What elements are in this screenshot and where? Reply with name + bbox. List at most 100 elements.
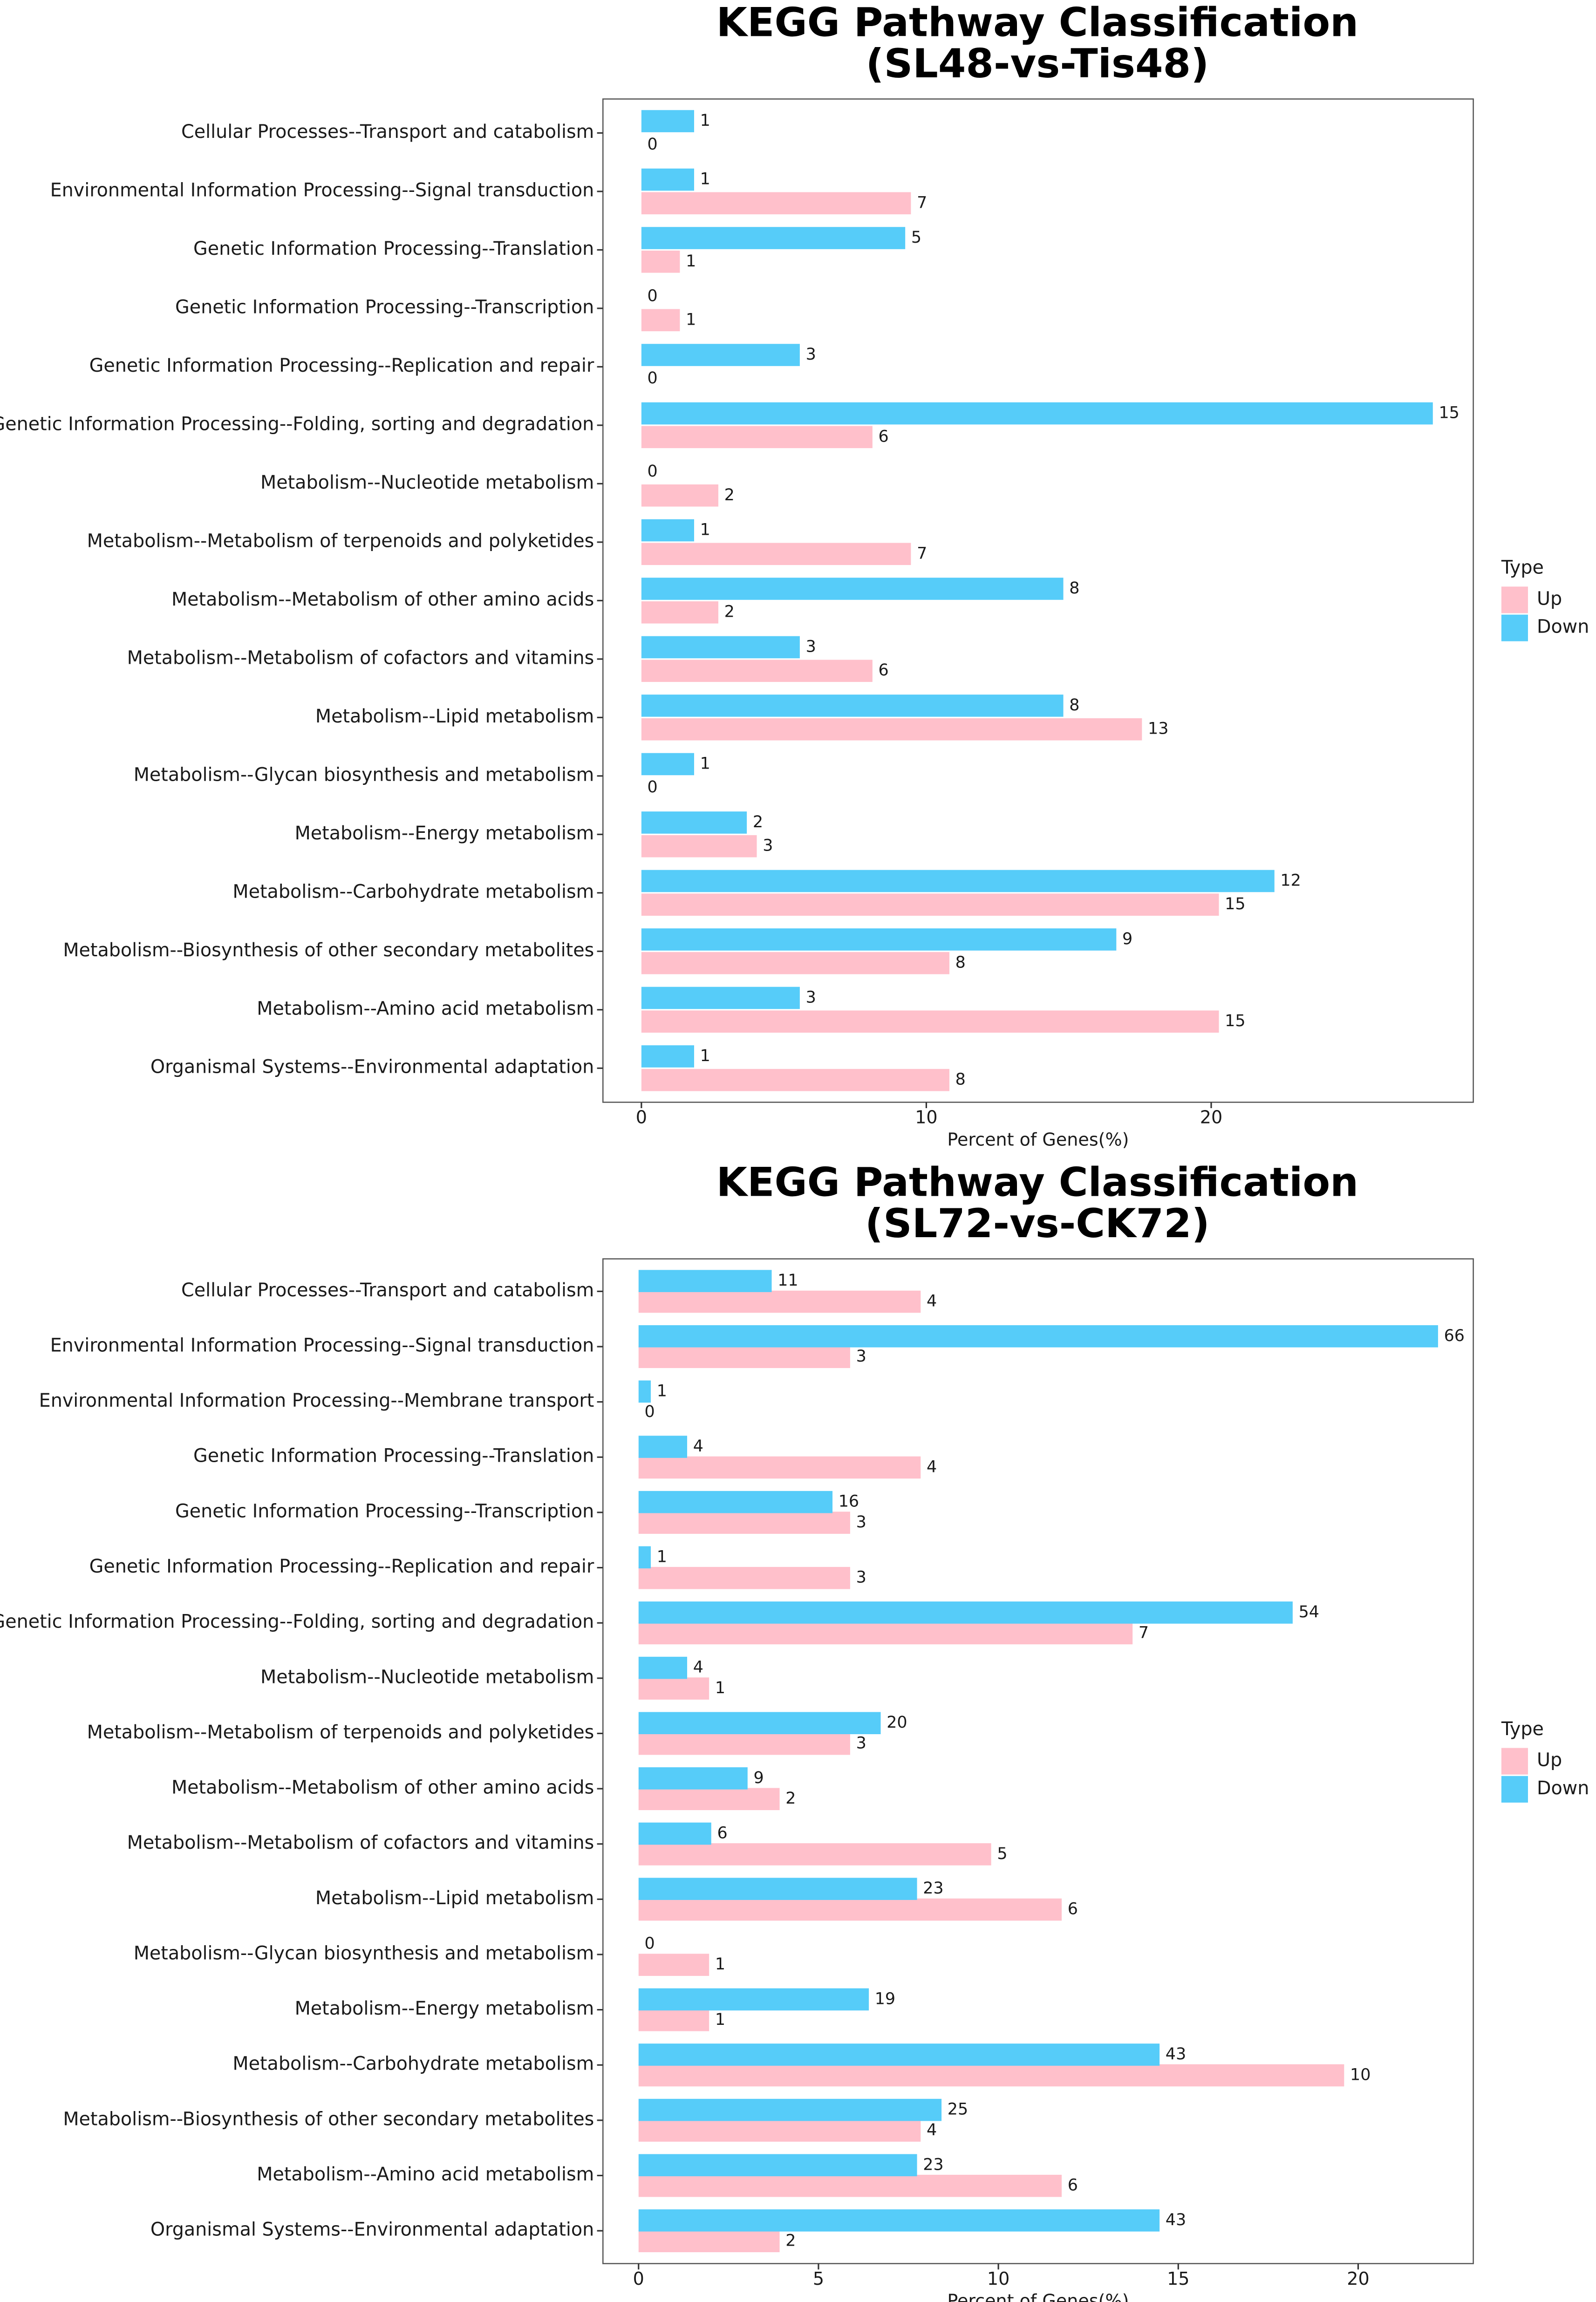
- bar-count-label: 3: [856, 1568, 866, 1587]
- bar-count-label: 0: [644, 1934, 655, 1953]
- bar-count-label: 7: [917, 544, 927, 563]
- bar-count-label: 0: [648, 462, 658, 481]
- bar-count-label: 15: [1225, 895, 1245, 913]
- bar-count-label: 1: [700, 111, 710, 130]
- bar: [638, 1601, 1293, 1624]
- y-tick-label: Genetic Information Processing--Folding,…: [0, 1611, 594, 1633]
- y-tick-label: Genetic Information Processing--Replicat…: [89, 355, 594, 376]
- bar: [641, 660, 873, 682]
- legend-label: Down: [1537, 616, 1589, 638]
- bar-count-label: 12: [1280, 871, 1301, 890]
- bar-count-label: 5: [911, 228, 921, 247]
- y-tick-label: Metabolism--Carbohydrate metabolism: [232, 2053, 594, 2075]
- bar-count-label: 6: [1068, 1900, 1078, 1919]
- bar: [641, 753, 694, 776]
- y-tick-label: Metabolism--Energy metabolism: [295, 823, 594, 844]
- bar: [638, 1898, 1062, 1921]
- bar: [641, 928, 1117, 951]
- bar: [641, 110, 694, 132]
- bar-count-label: 1: [715, 1679, 725, 1697]
- bar: [638, 1732, 850, 1755]
- bar: [641, 251, 680, 273]
- bar-count-label: 6: [879, 427, 889, 446]
- legend-label: Up: [1537, 588, 1562, 609]
- legend-swatch: [1501, 1776, 1528, 1803]
- bar-count-label: 15: [1225, 1012, 1245, 1030]
- bar: [638, 1491, 833, 1513]
- bar-count-label: 0: [648, 135, 658, 154]
- bar: [638, 1346, 850, 1368]
- bar-count-label: 3: [856, 1513, 866, 1532]
- bar: [641, 601, 718, 624]
- chart-title: (SL72-vs-CK72): [865, 1201, 1210, 1247]
- bar-count-label: 8: [955, 1070, 966, 1089]
- bar-count-label: 23: [923, 1879, 943, 1898]
- y-tick-label: Organismal Systems--Environmental adapta…: [150, 1056, 594, 1078]
- bar-count-label: 2: [753, 813, 763, 831]
- chart-title: KEGG Pathway Classification: [716, 1159, 1359, 1205]
- bar-count-label: 43: [1166, 2045, 1186, 2064]
- bar-count-label: 8: [1069, 579, 1079, 598]
- bar: [641, 426, 873, 449]
- bar: [638, 2209, 1160, 2232]
- bar: [641, 402, 1433, 425]
- bar: [641, 1045, 694, 1068]
- bar: [641, 893, 1219, 916]
- y-tick-label: Metabolism--Metabolism of other amino ac…: [171, 1777, 594, 1798]
- plot-frame: [602, 98, 1474, 1103]
- bar: [638, 1822, 711, 1845]
- x-tick-label: 15: [1167, 2268, 1189, 2289]
- y-tick-label: Environmental Information Processing--Si…: [50, 179, 594, 201]
- bar-count-label: 4: [693, 1437, 703, 1456]
- y-tick-label: Metabolism--Nucleotide metabolism: [260, 472, 594, 493]
- bar: [638, 1566, 850, 1589]
- chart-title: (SL48-vs-Tis48): [866, 41, 1209, 87]
- bar-count-label: 25: [948, 2100, 968, 2119]
- bar: [641, 168, 694, 191]
- bar-count-label: 3: [806, 345, 816, 364]
- bar: [638, 1677, 709, 1700]
- bar-count-label: 6: [1068, 2176, 1078, 2195]
- legend-title: Type: [1501, 557, 1544, 579]
- bar-count-label: 7: [1139, 1623, 1149, 1642]
- x-tick-label: 0: [633, 2268, 644, 2289]
- bar: [641, 578, 1064, 600]
- bar: [638, 1843, 991, 1866]
- bar: [641, 952, 949, 974]
- bar: [638, 1270, 772, 1292]
- bar-count-label: 9: [753, 1769, 764, 1787]
- bar: [638, 1512, 850, 1534]
- bar-count-label: 4: [927, 2121, 937, 2139]
- bar-count-label: 1: [686, 252, 696, 271]
- y-tick-label: Metabolism--Amino acid metabolism: [257, 998, 594, 1019]
- y-tick-label: Metabolism--Biosynthesis of other second…: [63, 2108, 594, 2130]
- y-tick-label: Genetic Information Processing--Translat…: [193, 1445, 594, 1467]
- bar: [638, 1712, 881, 1734]
- bar-count-label: 9: [1122, 930, 1132, 948]
- bar: [641, 192, 911, 215]
- y-tick-label: Metabolism--Carbohydrate metabolism: [232, 881, 594, 902]
- bar-count-label: 2: [724, 603, 735, 621]
- bar-count-label: 16: [839, 1492, 859, 1511]
- bar: [638, 1325, 1438, 1348]
- bar: [641, 519, 694, 542]
- x-axis-label: Percent of Genes(%): [947, 2291, 1129, 2302]
- y-tick-label: Genetic Information Processing--Transcri…: [175, 1500, 594, 1522]
- x-tick-label: 0: [636, 1107, 647, 1128]
- y-tick-label: Metabolism--Lipid metabolism: [315, 706, 594, 727]
- bar: [641, 543, 911, 565]
- y-tick-label: Metabolism--Metabolism of cofactors and …: [127, 647, 594, 668]
- y-tick-label: Organismal Systems--Environmental adapta…: [150, 2219, 594, 2241]
- y-tick-label: Environmental Information Processing--Me…: [39, 1390, 594, 1411]
- bar: [638, 2230, 780, 2253]
- bar-count-label: 23: [923, 2155, 943, 2174]
- bar-count-label: 54: [1299, 1603, 1319, 1621]
- y-tick-label: Genetic Information Processing--Translat…: [193, 238, 594, 259]
- bar: [641, 636, 800, 659]
- bar-count-label: 3: [806, 637, 816, 656]
- bar: [638, 1788, 780, 1811]
- bar-count-label: 13: [1148, 720, 1168, 738]
- bar-count-label: 1: [657, 1547, 667, 1566]
- legend-swatch: [1501, 614, 1528, 641]
- bar-count-label: 1: [715, 1955, 725, 1974]
